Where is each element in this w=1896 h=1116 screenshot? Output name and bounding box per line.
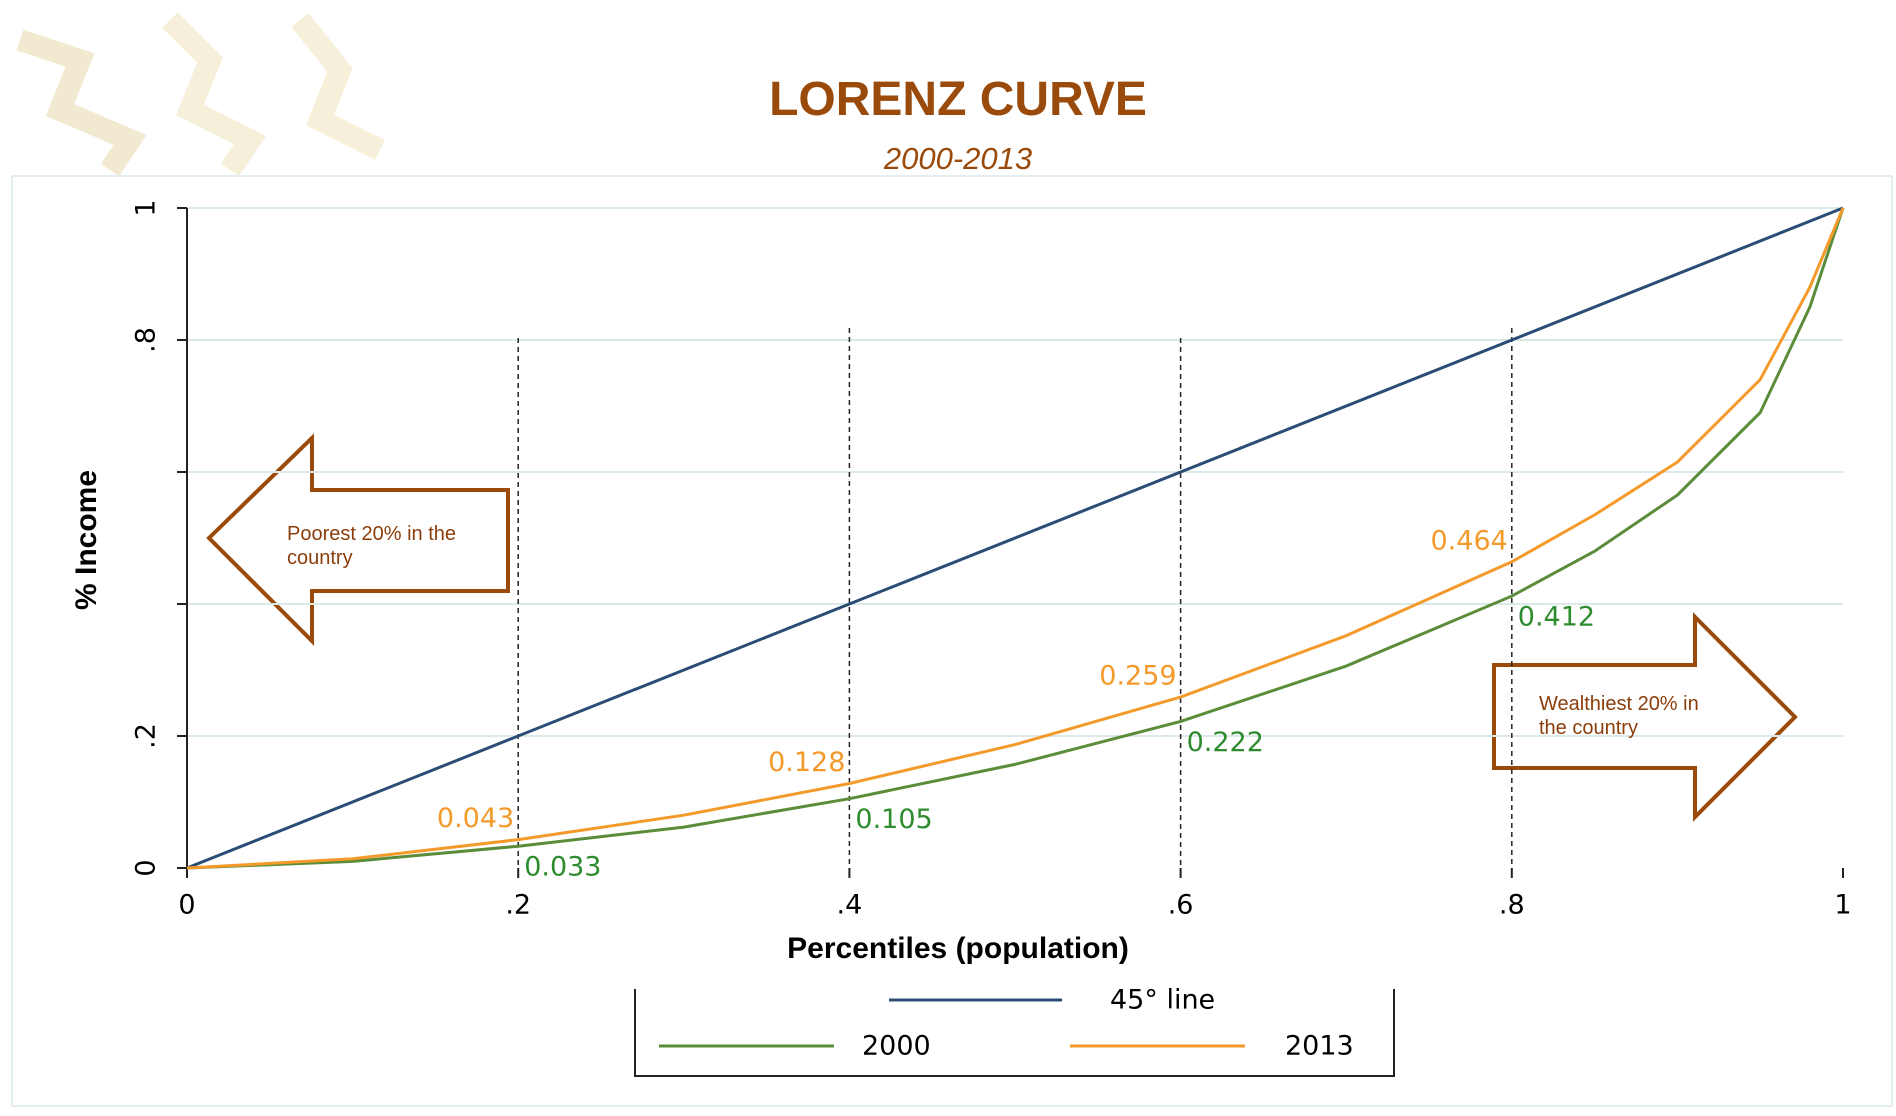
series-line (186, 207, 1845, 870)
annotation: Wealthiest 20% in the country (1539, 693, 1699, 739)
y-axis-label: % Income (70, 470, 103, 610)
legend-label: 2013 (1285, 1031, 1354, 1062)
x-axis-label: Percentiles (population) (787, 932, 1129, 965)
right-arrow (1492, 612, 1798, 822)
y-tick-label: .8 (131, 327, 162, 353)
data-label: 0.128 (768, 747, 845, 778)
data-label: 0.259 (1099, 661, 1176, 692)
data-label: 0.105 (855, 804, 932, 835)
data-label: 0.464 (1431, 525, 1508, 556)
x-tick-label: .4 (837, 890, 863, 921)
plot-frame (11, 175, 1893, 1107)
legend: 45° line 2000 2013 (634, 985, 1395, 1077)
chart-title: LORENZ CURVE (769, 73, 1147, 126)
y-tick-label: .2 (131, 723, 162, 749)
x-tick-label: .6 (1168, 890, 1194, 921)
series-line (186, 207, 1845, 870)
legend-label: 45° line (1110, 985, 1215, 1016)
chart-subtitle: 2000-2013 (883, 141, 1032, 176)
legend-box (634, 989, 1395, 1077)
y-tick-label: 0 (131, 859, 162, 876)
series-line (186, 206, 1844, 870)
x-tick-label: 1 (1834, 890, 1851, 921)
background-decoration (16, 12, 385, 177)
x-tick-label: 0 (178, 890, 195, 921)
data-label: 0.412 (1518, 602, 1595, 633)
data-label: 0.033 (524, 852, 601, 883)
left-arrow (206, 433, 510, 646)
data-label: 0.043 (437, 803, 514, 834)
x-tick-label: .8 (1499, 890, 1525, 921)
annotation: Poorest 20% in the country (287, 523, 456, 569)
legend-label: 2000 (862, 1031, 931, 1062)
data-label: 0.222 (1187, 727, 1264, 758)
x-tick-label: .2 (505, 890, 531, 921)
y-tick-label: 1 (131, 199, 162, 216)
